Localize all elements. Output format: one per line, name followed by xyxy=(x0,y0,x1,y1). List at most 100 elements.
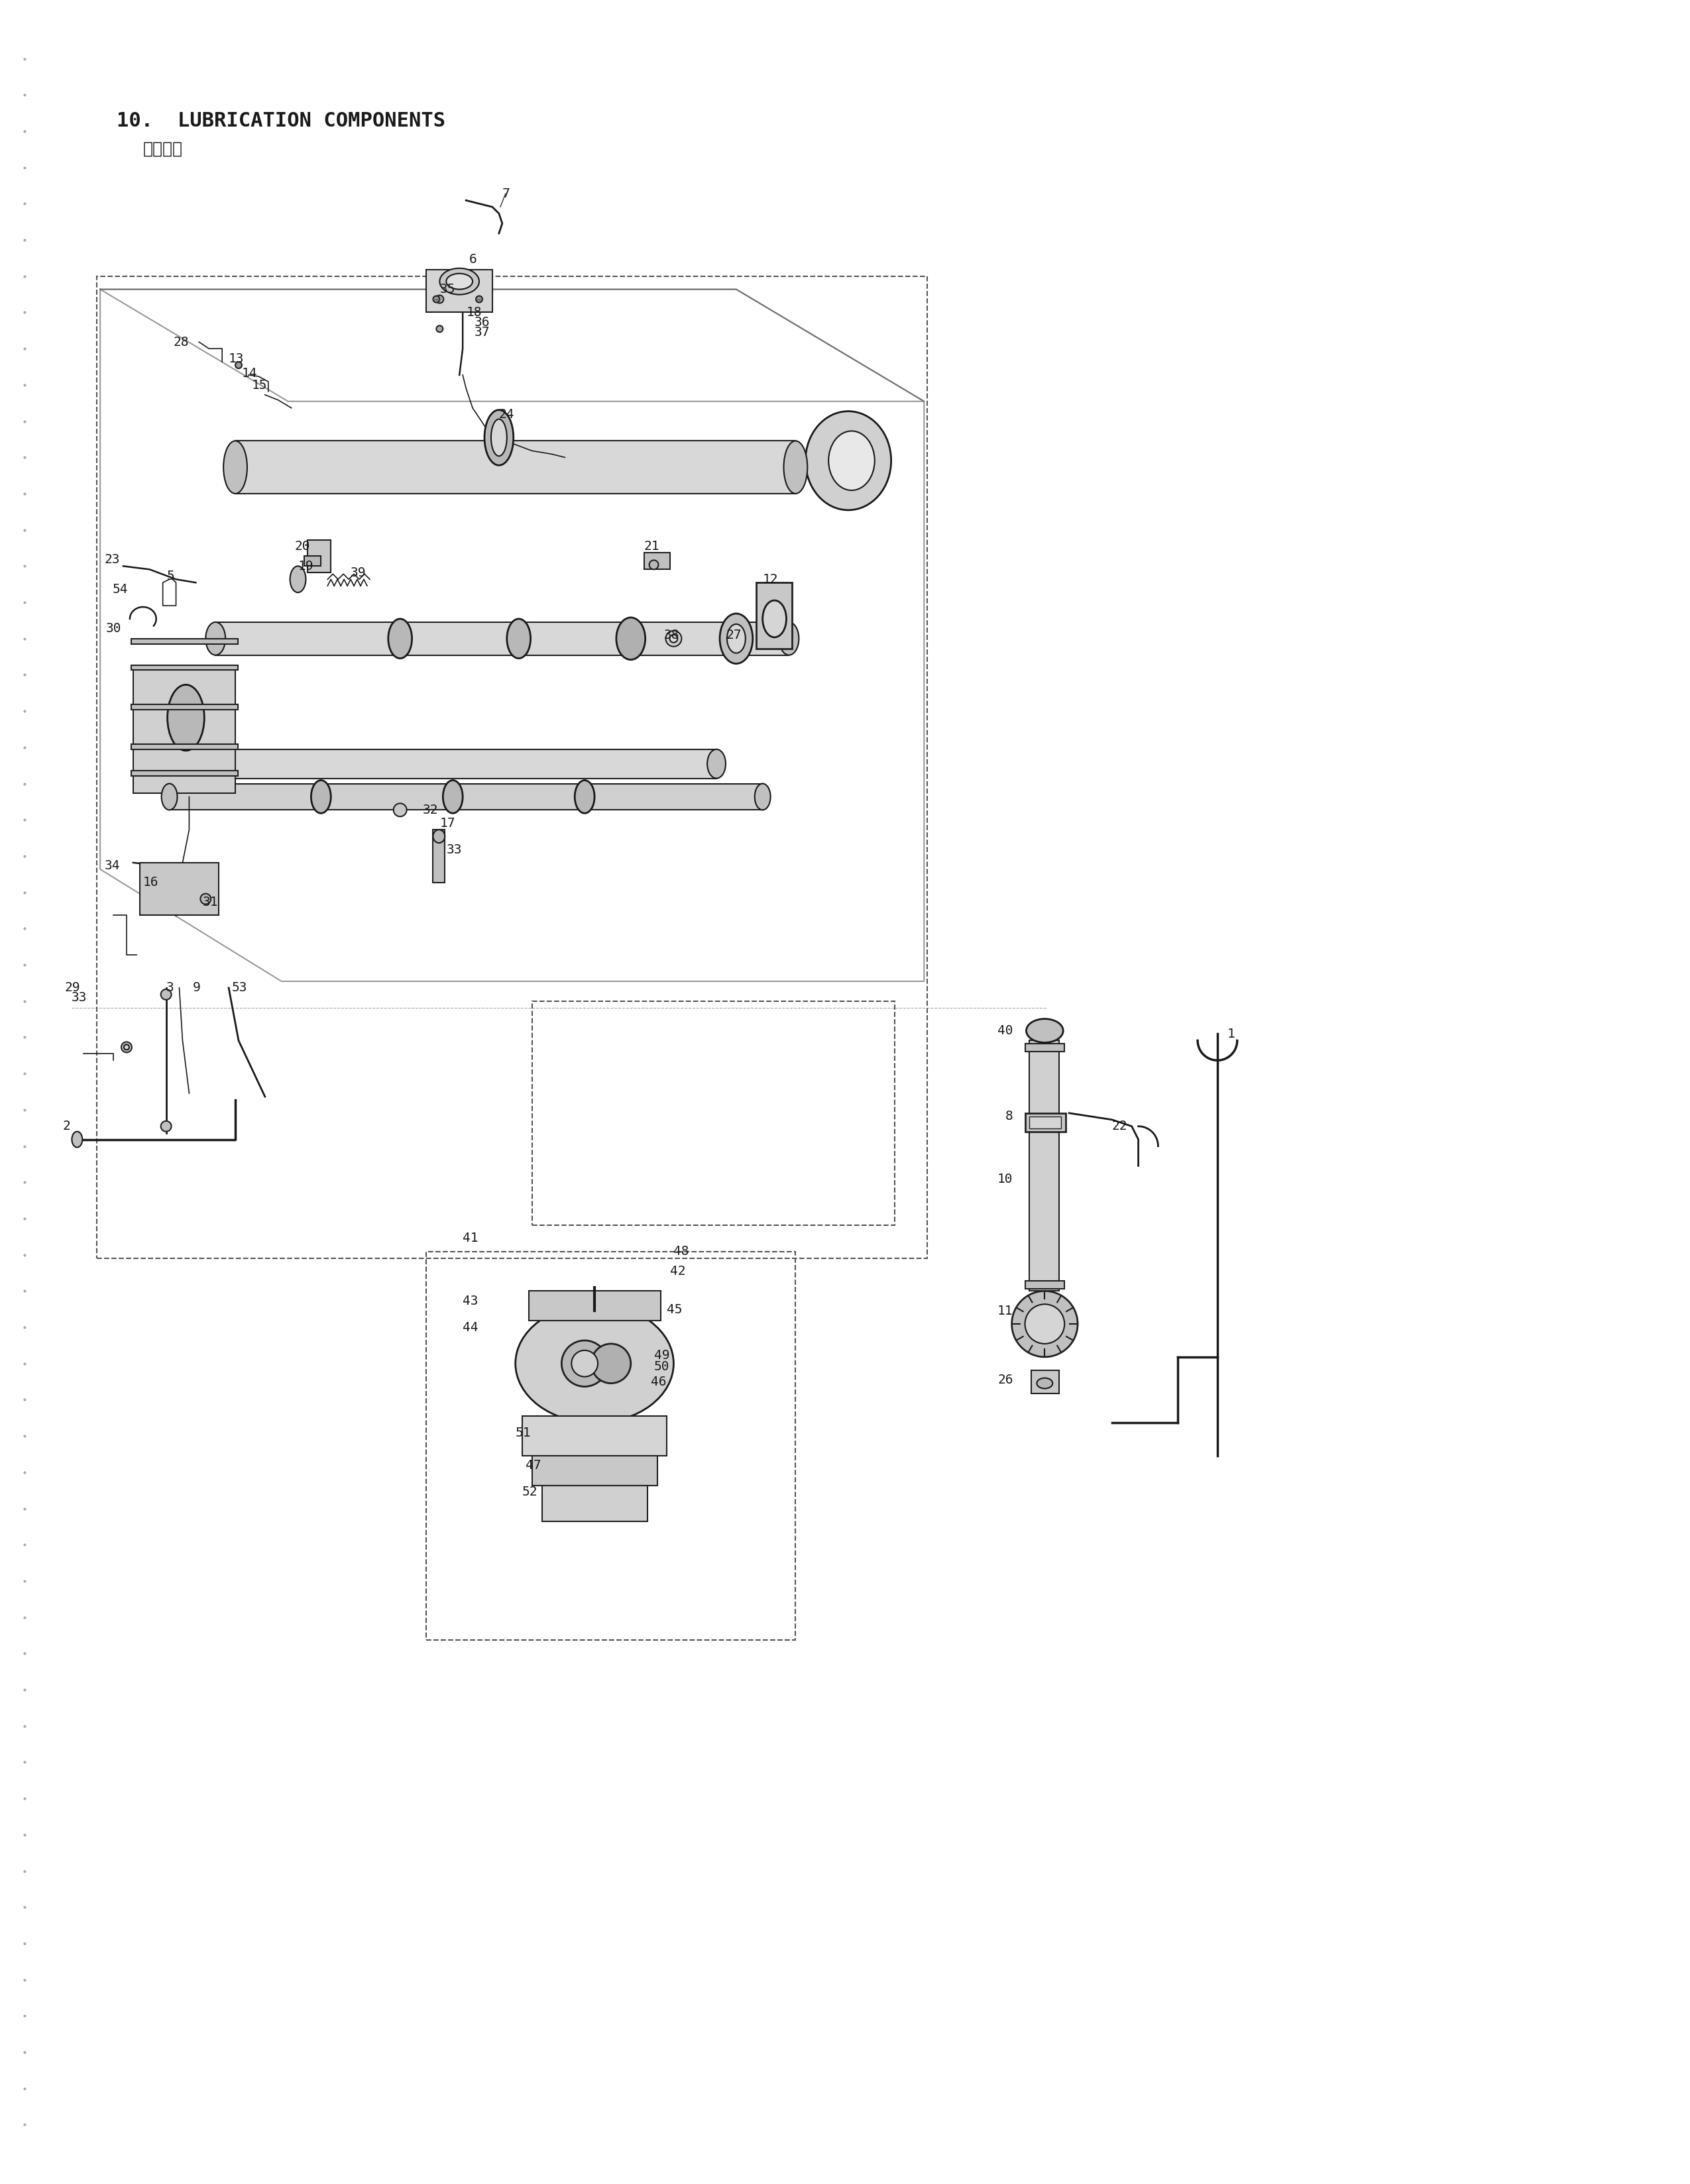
Ellipse shape xyxy=(779,622,799,655)
Ellipse shape xyxy=(446,273,473,288)
Text: 41: 41 xyxy=(463,1232,478,1245)
Text: 13: 13 xyxy=(228,352,245,365)
Circle shape xyxy=(433,295,439,304)
Circle shape xyxy=(592,1343,630,1382)
Bar xyxy=(1031,1369,1060,1393)
Ellipse shape xyxy=(515,1304,674,1422)
Bar xyxy=(426,269,492,312)
Text: 7: 7 xyxy=(502,188,510,201)
Text: 36: 36 xyxy=(475,317,490,328)
Bar xyxy=(132,745,238,749)
Ellipse shape xyxy=(311,780,331,812)
Text: 42: 42 xyxy=(671,1265,686,1278)
Text: 12: 12 xyxy=(762,572,777,585)
Text: 1: 1 xyxy=(1227,1029,1235,1040)
Text: 24: 24 xyxy=(499,408,514,422)
Text: 49: 49 xyxy=(654,1350,669,1363)
Ellipse shape xyxy=(617,618,646,660)
Text: 23: 23 xyxy=(105,553,120,566)
Ellipse shape xyxy=(206,622,225,655)
Ellipse shape xyxy=(806,411,891,511)
Bar xyxy=(1024,1282,1065,1289)
Ellipse shape xyxy=(1036,1378,1053,1389)
Circle shape xyxy=(669,636,678,642)
Text: 29: 29 xyxy=(64,981,81,994)
Bar xyxy=(755,583,793,649)
Text: 35: 35 xyxy=(439,284,455,295)
Text: 10: 10 xyxy=(997,1173,1012,1186)
Ellipse shape xyxy=(575,780,595,812)
Bar xyxy=(169,784,762,810)
Bar xyxy=(132,638,238,644)
Text: 19: 19 xyxy=(297,559,313,572)
Ellipse shape xyxy=(755,784,771,810)
Bar xyxy=(1024,1044,1065,1053)
Circle shape xyxy=(666,631,681,646)
Ellipse shape xyxy=(433,830,444,843)
Circle shape xyxy=(1024,1304,1065,1343)
Text: 5: 5 xyxy=(167,570,174,583)
Ellipse shape xyxy=(443,780,463,812)
Ellipse shape xyxy=(162,784,177,810)
Ellipse shape xyxy=(507,618,531,657)
Bar xyxy=(644,553,671,570)
Ellipse shape xyxy=(828,430,875,491)
Bar xyxy=(132,664,238,670)
Text: 21: 21 xyxy=(644,539,659,553)
Text: 47: 47 xyxy=(526,1459,541,1472)
Text: 50: 50 xyxy=(654,1361,669,1374)
Ellipse shape xyxy=(1026,1020,1063,1042)
Text: 15: 15 xyxy=(252,380,267,391)
Text: 2: 2 xyxy=(63,1120,71,1133)
Circle shape xyxy=(235,363,242,369)
Bar xyxy=(529,1291,661,1321)
Bar xyxy=(433,830,444,882)
Text: 54: 54 xyxy=(112,583,128,596)
Bar xyxy=(189,749,717,778)
Bar xyxy=(1024,1114,1066,1131)
Ellipse shape xyxy=(784,441,808,494)
Circle shape xyxy=(123,1044,128,1051)
Ellipse shape xyxy=(389,618,412,657)
Ellipse shape xyxy=(223,441,247,494)
Circle shape xyxy=(1012,1291,1078,1356)
Circle shape xyxy=(161,989,171,1000)
Circle shape xyxy=(122,1042,132,1053)
Bar xyxy=(235,441,796,494)
Text: 3: 3 xyxy=(166,981,174,994)
Bar xyxy=(532,1457,657,1485)
Text: 14: 14 xyxy=(242,367,257,380)
Text: 33: 33 xyxy=(71,992,86,1005)
Bar xyxy=(308,539,331,572)
Text: 53: 53 xyxy=(232,981,247,994)
Ellipse shape xyxy=(727,625,745,653)
Ellipse shape xyxy=(485,411,514,465)
Text: 40: 40 xyxy=(997,1024,1012,1037)
Ellipse shape xyxy=(167,686,204,751)
Ellipse shape xyxy=(720,614,752,664)
Text: 32: 32 xyxy=(422,804,438,817)
Text: 22: 22 xyxy=(1112,1120,1127,1133)
Text: 17: 17 xyxy=(439,817,455,830)
Text: 48: 48 xyxy=(674,1245,690,1258)
Ellipse shape xyxy=(179,749,198,778)
Text: 52: 52 xyxy=(522,1485,537,1498)
Text: 39: 39 xyxy=(350,566,367,579)
Bar xyxy=(134,664,235,793)
Text: 51: 51 xyxy=(515,1426,531,1439)
Bar xyxy=(216,622,789,655)
Circle shape xyxy=(436,325,443,332)
Ellipse shape xyxy=(439,269,480,295)
Bar xyxy=(522,1415,668,1457)
Text: 18: 18 xyxy=(466,306,482,319)
Text: 34: 34 xyxy=(105,860,120,871)
Circle shape xyxy=(161,1120,171,1131)
Circle shape xyxy=(561,1341,608,1387)
Bar xyxy=(542,1485,647,1522)
Text: 6: 6 xyxy=(470,253,477,266)
Circle shape xyxy=(649,559,659,570)
Bar xyxy=(1029,1040,1060,1291)
Bar xyxy=(140,863,218,915)
Bar xyxy=(304,557,321,566)
Circle shape xyxy=(571,1350,598,1376)
